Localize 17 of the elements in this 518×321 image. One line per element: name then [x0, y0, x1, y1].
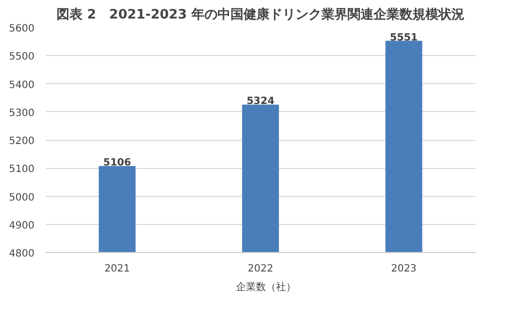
- x-tick-label: 2022: [248, 264, 274, 274]
- y-tick-label: 5000: [9, 192, 35, 204]
- x-tick-label: 2023: [391, 264, 417, 274]
- data-label: 5551: [390, 32, 418, 44]
- y-tick-label: 5300: [9, 108, 35, 119]
- y-tick-label: 4900: [9, 220, 35, 232]
- y-tick-label: 4800: [9, 248, 35, 260]
- chart-title: 図表 2 2021-2023 年の中国健康ドリンク業界関連企業数規模状況: [56, 6, 464, 22]
- data-label: 5106: [103, 157, 132, 168]
- y-tick-label: 5600: [9, 24, 35, 34]
- y-tick-label: 5100: [9, 164, 35, 176]
- x-tick-label: 2021: [104, 264, 130, 274]
- text: 企業数（社）: [236, 280, 296, 294]
- data-label: 5324: [246, 96, 274, 108]
- y-tick-label: 5200: [9, 136, 35, 147]
- y-tick-label: 5400: [9, 80, 35, 91]
- y-tick-label: 5500: [9, 52, 35, 63]
